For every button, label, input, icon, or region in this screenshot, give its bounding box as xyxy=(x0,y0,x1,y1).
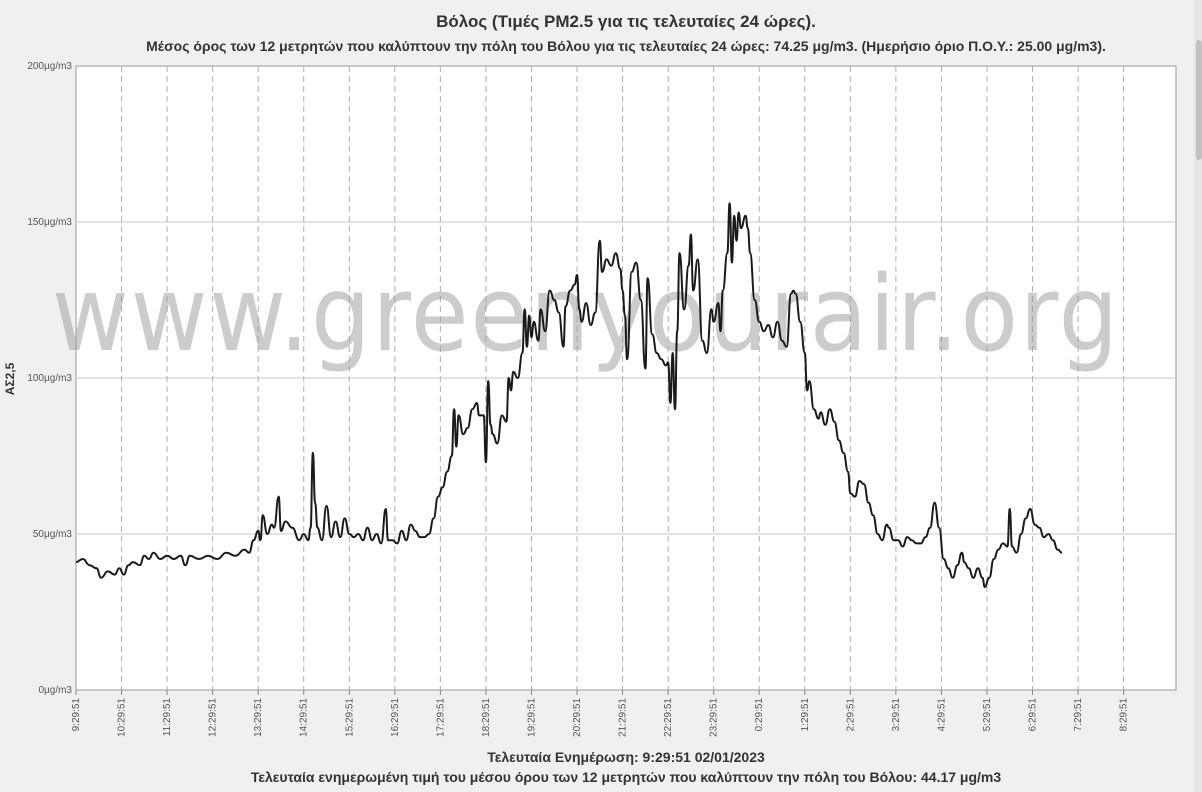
y-tick-label: 50μg/m3 xyxy=(33,529,73,540)
grid-lines xyxy=(76,66,1176,690)
x-tick-label: 12:29:51 xyxy=(208,698,219,737)
x-tick-label: 0:29:51 xyxy=(754,698,765,732)
x-tick-label: 16:29:51 xyxy=(390,698,401,737)
x-tick-label: 10:29:51 xyxy=(117,698,128,737)
x-tick-label: 21:29:51 xyxy=(618,698,629,737)
x-tick-label: 22:29:51 xyxy=(663,698,674,737)
last-update-text: Τελευταία Ενημέρωση: 9:29:51 02/01/2023 xyxy=(487,749,765,765)
chart-title: Βόλος (Τιμές PM2.5 για τις τελευταίες 24… xyxy=(436,12,816,31)
last-value-text: Τελευταία ενημερωμένη τιμή του μέσου όρο… xyxy=(250,769,1002,785)
y-tick-label: 0μg/m3 xyxy=(38,685,72,696)
scrollbar-thumb[interactable] xyxy=(1196,40,1202,160)
chart-subtitle: Μέσος όρος των 12 μετρητών που καλύπτουν… xyxy=(146,38,1106,54)
y-tick-label: 100μg/m3 xyxy=(27,373,72,384)
x-tick-label: 19:29:51 xyxy=(526,698,537,737)
series-layer xyxy=(75,202,1063,588)
x-tick-label: 15:29:51 xyxy=(344,698,355,737)
x-tick-label: 7:29:51 xyxy=(1073,698,1084,732)
x-tick-label: 1:29:51 xyxy=(800,698,811,732)
y-axis-label: ΑΣ2,5 xyxy=(3,362,17,396)
x-tick-label: 6:29:51 xyxy=(1028,698,1039,732)
x-tick-label: 18:29:51 xyxy=(481,698,492,737)
x-tick-label: 23:29:51 xyxy=(709,698,720,737)
y-tick-label: 200μg/m3 xyxy=(27,61,72,72)
x-tick-label: 8:29:51 xyxy=(1119,698,1130,732)
x-tick-label: 4:29:51 xyxy=(936,698,947,732)
watermark-text: www.greenyourair.org xyxy=(52,253,1120,375)
x-tick-label: 5:29:51 xyxy=(982,698,993,732)
pm25-series-line xyxy=(75,202,1063,588)
x-tick-label: 11:29:51 xyxy=(162,698,173,737)
x-axis-ticks: 9:29:51 10:29:51 11:29:51 12:29:51 13:29:51 1… xyxy=(71,690,1130,737)
x-tick-label: 13:29:51 xyxy=(253,698,264,737)
vertical-scrollbar[interactable] xyxy=(1194,0,1202,792)
x-tick-label: 20:29:51 xyxy=(572,698,583,737)
x-tick-label: 9:29:51 xyxy=(71,698,82,732)
y-tick-label: 150μg/m3 xyxy=(27,217,72,228)
x-tick-label: 2:29:51 xyxy=(845,698,856,732)
x-tick-label: 17:29:51 xyxy=(435,698,446,737)
x-tick-label: 3:29:51 xyxy=(891,698,902,732)
y-axis-ticks: 0μg/m3 50μg/m3 100μg/m3 150μg/m3 200μg/m3 xyxy=(27,61,72,696)
x-tick-label: 14:29:51 xyxy=(299,698,310,737)
